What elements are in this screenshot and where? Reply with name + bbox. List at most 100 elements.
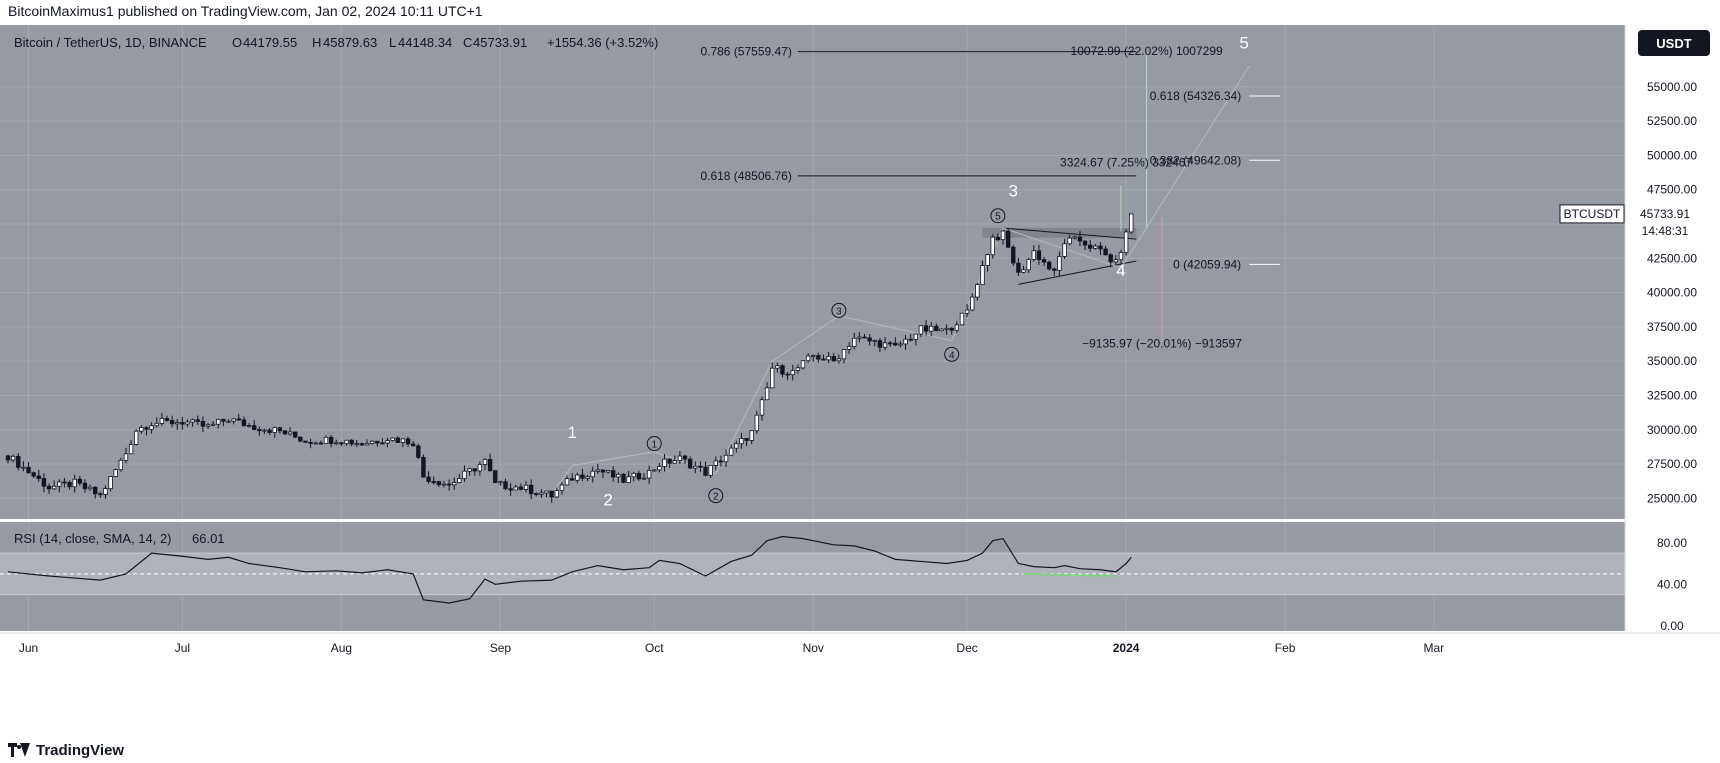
wave-label-major: 5 — [1239, 33, 1248, 52]
candle-body — [585, 476, 590, 479]
candle-body — [887, 342, 893, 345]
candle-body — [216, 418, 221, 425]
candle-body — [1062, 243, 1067, 257]
candle-body — [390, 437, 395, 441]
candle-body — [395, 437, 400, 443]
candle-body — [703, 466, 708, 476]
candle-body — [31, 472, 36, 477]
wave-label-major: 2 — [603, 490, 612, 509]
open-label: O — [232, 35, 242, 50]
candle-body — [36, 475, 41, 479]
candle-body — [1093, 245, 1098, 249]
high-label: H — [312, 35, 321, 50]
symbol-title: Bitcoin / TetherUS, 1D, BINANCE — [14, 35, 207, 50]
candle-body — [164, 418, 170, 421]
candle-body — [1113, 259, 1119, 263]
candle-body — [467, 468, 472, 472]
price-tick-label: 40000.00 — [1647, 286, 1697, 300]
candle-body — [457, 478, 462, 483]
candle-body — [662, 458, 667, 467]
candle-body — [405, 438, 411, 445]
candle-body — [841, 349, 847, 360]
candle-body — [185, 421, 190, 425]
candle-body — [995, 236, 1001, 241]
candle-body — [759, 399, 765, 416]
time-tick-label: Jul — [175, 641, 190, 655]
candle-body — [190, 419, 195, 423]
candle-body — [303, 440, 308, 443]
candle-body — [92, 486, 98, 495]
candle-body — [246, 425, 252, 427]
candle-body — [134, 430, 139, 445]
candle-body — [205, 424, 211, 427]
candle-body — [318, 442, 324, 445]
candle-body — [626, 476, 631, 483]
candle-body — [293, 431, 298, 438]
candle-body — [831, 356, 836, 362]
published-header: BitcoinMaximus1 published on TradingView… — [8, 3, 483, 19]
candle-body — [262, 429, 267, 432]
candle-body — [867, 337, 872, 342]
candle-body — [452, 482, 457, 486]
candle-body — [780, 365, 785, 375]
candle-body — [431, 481, 436, 483]
candle-body — [985, 254, 990, 267]
price-tick-label: 32500.00 — [1647, 389, 1697, 403]
candle-body — [421, 456, 426, 478]
candle-body — [287, 431, 293, 435]
candle-body — [657, 466, 662, 471]
footer: TradingView — [8, 738, 124, 762]
candle-body — [1118, 252, 1124, 261]
candle-body — [103, 488, 108, 495]
candle-body — [410, 443, 416, 447]
candles — [5, 213, 1134, 503]
candle-body — [621, 473, 626, 483]
candle-body — [221, 418, 226, 422]
price-tick-label: 55000.00 — [1647, 80, 1697, 94]
candle-body — [754, 414, 760, 432]
last-price-tag — [1628, 203, 1703, 242]
measure-label: 10072.99 (22.02%) 1007299 — [1071, 44, 1223, 58]
high-value: 45879.63 — [323, 35, 377, 50]
candle-body — [857, 336, 862, 339]
candle-body — [918, 325, 924, 335]
candle-body — [718, 460, 724, 463]
candle-body — [764, 387, 770, 401]
triangle-upper-line — [1002, 227, 1137, 240]
candle-body — [380, 442, 385, 445]
candle-body — [580, 474, 585, 479]
candle-body — [564, 478, 570, 486]
candle-body — [534, 493, 539, 496]
candle-body — [313, 442, 318, 445]
candle-body — [241, 419, 247, 427]
candle-body — [636, 472, 642, 480]
candle-body — [826, 356, 831, 361]
fib-level-label: 0.786 (57559.47) — [700, 45, 791, 59]
candle-body — [472, 468, 477, 472]
close-label: C — [463, 35, 472, 50]
candle-body — [1005, 230, 1011, 248]
candle-body — [328, 436, 334, 445]
wave-circle — [708, 488, 724, 504]
candle-body — [354, 443, 359, 446]
wave-circle — [944, 346, 960, 362]
currency-button[interactable] — [1638, 30, 1710, 56]
candle-body — [257, 429, 262, 432]
candle-body — [908, 338, 913, 341]
candle-body — [1123, 231, 1129, 253]
candle-body — [482, 459, 488, 465]
rsi-tick-label: 0.00 — [1660, 619, 1684, 633]
wave-circle — [831, 302, 847, 318]
price-tick-label: 25000.00 — [1647, 491, 1697, 505]
candle-body — [339, 442, 344, 445]
candle-body — [159, 418, 165, 424]
candle-body — [308, 441, 313, 444]
candle-body — [528, 484, 534, 495]
candle-body — [775, 365, 780, 369]
candle-body — [964, 309, 970, 314]
candle-body — [334, 442, 339, 445]
bar-countdown: 14:48:31 — [1642, 224, 1689, 238]
currency-button-label[interactable]: USDT — [1656, 36, 1691, 51]
candle-body — [990, 236, 995, 256]
chart[interactable]: 25000.00 27500.00 30000.00 32500.00 35000.00… — [0, 25, 1720, 738]
